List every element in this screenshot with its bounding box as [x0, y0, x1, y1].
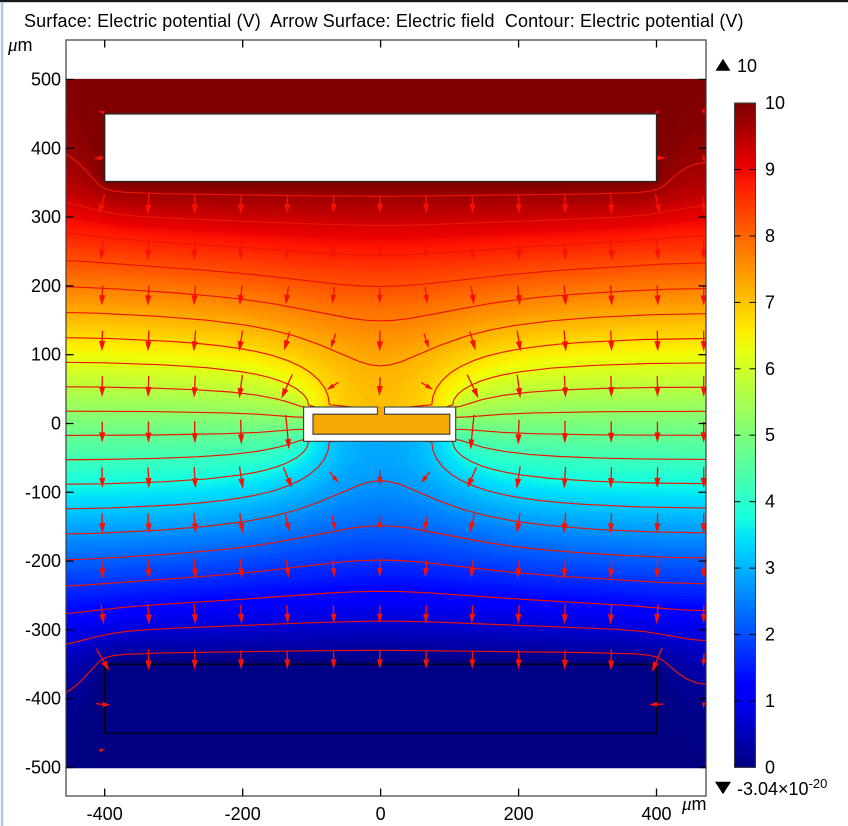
svg-text:300: 300 — [31, 207, 61, 227]
svg-text:400: 400 — [31, 138, 61, 158]
svg-text:10: 10 — [765, 93, 785, 113]
svg-text:-200: -200 — [225, 804, 261, 824]
svg-text:3: 3 — [765, 558, 775, 578]
svg-text:-3.04×10-20: -3.04×10-20 — [737, 776, 827, 799]
svg-text:6: 6 — [765, 359, 775, 379]
svg-text:9: 9 — [765, 160, 775, 180]
svg-text:2: 2 — [765, 625, 775, 645]
svg-text:0: 0 — [376, 804, 386, 824]
svg-text:μm: μm — [681, 794, 707, 815]
svg-text:8: 8 — [765, 226, 775, 246]
svg-text:5: 5 — [765, 425, 775, 445]
svg-text:200: 200 — [504, 804, 534, 824]
svg-text:-100: -100 — [25, 482, 61, 502]
svg-text:200: 200 — [31, 276, 61, 296]
svg-text:-400: -400 — [25, 689, 61, 709]
svg-text:-200: -200 — [25, 551, 61, 571]
svg-text:500: 500 — [31, 70, 61, 90]
svg-text:μm: μm — [7, 35, 33, 56]
svg-text:0: 0 — [51, 414, 61, 434]
svg-text:400: 400 — [641, 804, 671, 824]
svg-text:0: 0 — [765, 758, 775, 778]
svg-text:10: 10 — [737, 56, 757, 76]
svg-text:-400: -400 — [87, 804, 123, 824]
svg-text:-500: -500 — [25, 758, 61, 778]
svg-text:100: 100 — [31, 345, 61, 365]
svg-text:-300: -300 — [25, 620, 61, 640]
svg-text:Surface: Electric potential (V: Surface: Electric potential (V) Arrow Su… — [24, 11, 744, 31]
svg-text:4: 4 — [765, 492, 775, 512]
svg-text:7: 7 — [765, 292, 775, 312]
svg-text:1: 1 — [765, 691, 775, 711]
